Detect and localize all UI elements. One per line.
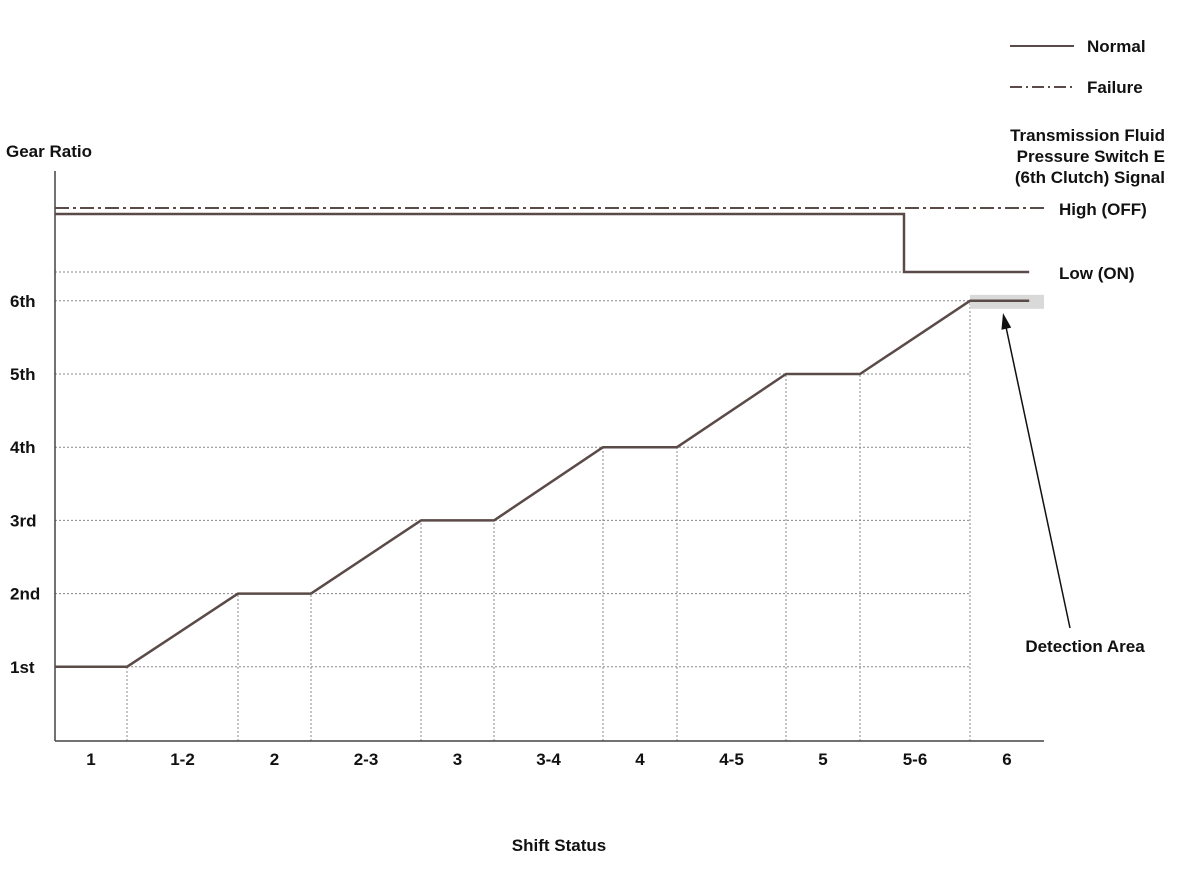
axes — [54, 171, 1044, 742]
x-tick-label: 2-3 — [354, 750, 379, 769]
x-tick-label: 2 — [270, 750, 279, 769]
signal-low-label: Low (ON) — [1059, 264, 1135, 283]
grid-lines — [55, 271, 970, 668]
y-tick-label: 2nd — [10, 585, 40, 604]
category-dividers — [126, 300, 971, 741]
y-axis-label: Gear Ratio — [6, 142, 92, 161]
detection-arrow — [1001, 313, 1071, 629]
x-tick-label: 1-2 — [170, 750, 195, 769]
x-tick-labels: 1 1-2 2 2-3 3 3-4 4 4-5 5 5-6 6 — [86, 750, 1011, 769]
y-tick-label: 3rd — [10, 511, 36, 530]
signal-title-line-1: Transmission Fluid — [1010, 126, 1165, 145]
detection-arrow-head — [1001, 313, 1012, 330]
x-tick-label: 6 — [1002, 750, 1011, 769]
x-tick-label: 4 — [635, 750, 645, 769]
gear-ratio-line — [55, 299, 1030, 669]
normal-signal-line — [55, 212, 1030, 274]
y-tick-labels: 1st 2nd 3rd 4th 5th 6th — [10, 292, 40, 677]
legend-failure-label: Failure — [1087, 78, 1143, 97]
y-tick-label: 1st — [10, 658, 35, 677]
y-tick-label: 6th — [10, 292, 36, 311]
x-tick-label: 5 — [818, 750, 827, 769]
detection-area-label: Detection Area — [1025, 637, 1145, 656]
x-tick-label: 3-4 — [536, 750, 561, 769]
y-tick-label: 4th — [10, 438, 36, 457]
signal-title-line-2: Pressure Switch E — [1017, 147, 1165, 166]
signal-lines — [55, 207, 1044, 274]
signal-title-line-3: (6th Clutch) Signal — [1015, 168, 1165, 187]
x-tick-label: 1 — [86, 750, 95, 769]
legend: Normal Failure — [1010, 37, 1146, 97]
y-tick-label: 5th — [10, 365, 36, 384]
legend-normal-label: Normal — [1087, 37, 1146, 56]
x-tick-label: 4-5 — [719, 750, 744, 769]
x-axis-label: Shift Status — [512, 836, 606, 855]
x-tick-label: 5-6 — [903, 750, 928, 769]
signal-high-label: High (OFF) — [1059, 200, 1147, 219]
x-tick-label: 3 — [453, 750, 462, 769]
detection-arrow-shaft — [1005, 326, 1071, 629]
